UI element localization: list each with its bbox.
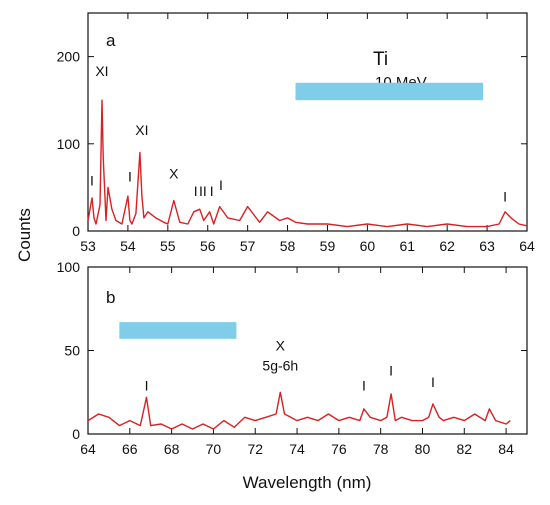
y-tick-label-a: 100 [57,136,81,152]
highlight-band-a [295,82,484,101]
x-tick-label-b: 66 [122,441,138,457]
line-annotation-a: I [219,177,223,193]
y-tick-label-b: 0 [72,426,80,442]
x-tick-label-b: 78 [373,441,389,457]
x-axis-label: Wavelength (nm) [243,473,372,492]
x-tick-label-a: 55 [160,238,176,254]
plot-area-b [87,266,528,435]
line-annotation-b: 5g-6h [262,358,298,374]
line-annotation-a: XI [95,63,108,79]
x-tick-label-a: 60 [360,238,376,254]
line-annotation-b: I [389,363,393,379]
line-annotation-b: I [431,374,435,390]
y-tick-label-b: 100 [57,259,81,275]
x-tick-label-b: 64 [80,441,96,457]
x-tick-label-b: 74 [289,441,305,457]
panel-label-b: b [106,288,115,307]
plot-area-a [87,12,528,232]
line-annotation-a: XI [135,122,148,138]
x-tick-label-b: 70 [206,441,222,457]
panel-b: b 64 66 68 70 72 74 76 78 80 82 84 0 50 100 X 5g-6h I I I I [57,259,528,457]
x-tick-label-b: 68 [164,441,180,457]
x-tick-label-a: 63 [479,238,495,254]
line-annotation-a: I [194,183,198,199]
x-tick-label-b: 80 [415,441,431,457]
y-tick-label-a: 0 [72,223,80,239]
line-annotation-b: I [145,378,149,394]
x-tick-label-b: 84 [498,441,514,457]
x-tick-label-b: 72 [247,441,263,457]
x-tick-label-a: 59 [320,238,336,254]
spectrum-line-a-0 [87,99,528,228]
x-tick-label-a: 56 [200,238,216,254]
line-annotation-a: I [128,168,132,184]
y-tick-label-a: 200 [57,49,81,65]
x-tick-label-b: 82 [456,441,472,457]
y-axis-label: Counts [15,208,34,262]
x-tick-label-b: 76 [331,441,347,457]
panel-label-a: a [106,31,116,50]
x-tick-label-a: 58 [280,238,296,254]
x-tick-label-a: 61 [399,238,415,254]
panel-a: a Ti 10 MeV 53 54 55 56 57 58 59 60 61 62 63 640100… [57,12,535,254]
line-annotation-b: I [362,378,366,394]
line-annotation-a: I [210,183,214,199]
x-tick-label-a: 57 [240,238,256,254]
x-tick-label-a: 64 [519,238,535,254]
x-tick-label-a: 62 [439,238,455,254]
line-annotation-b: X [276,338,286,354]
x-tick-label-a: 54 [120,238,136,254]
spectrum-line-b-0 [87,391,511,430]
line-annotation-a: II [199,183,207,199]
line-annotation-a: I [503,188,507,204]
chart-title: Ti [373,49,388,70]
line-annotation-a: X [169,166,179,182]
line-annotation-a: I [90,173,94,189]
highlight-band-b [119,322,237,339]
x-tick-label-a: 53 [80,238,96,254]
y-tick-label-b: 50 [64,343,80,359]
